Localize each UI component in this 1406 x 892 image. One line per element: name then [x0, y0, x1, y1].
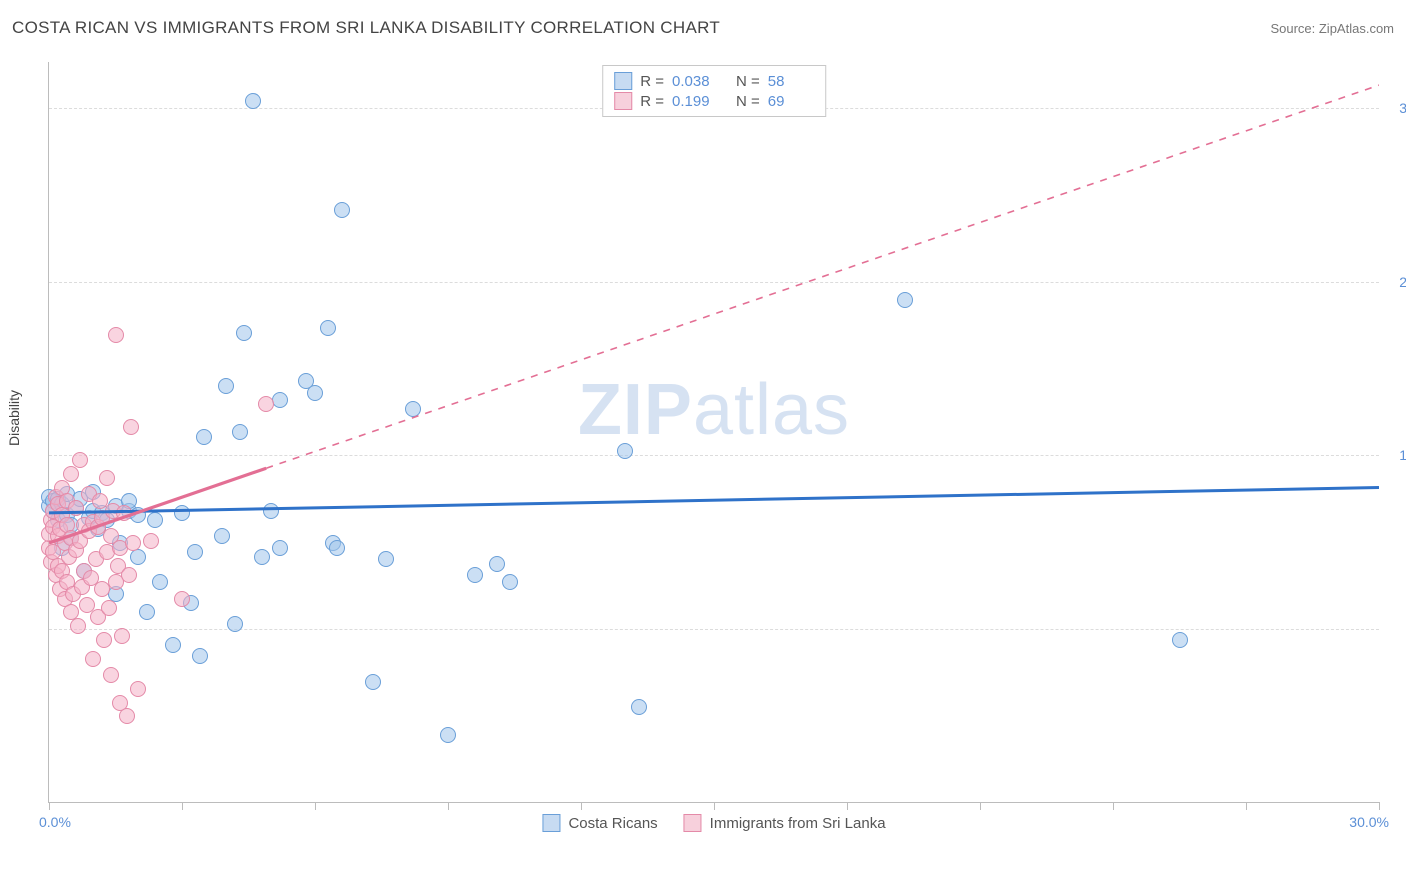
data-point	[236, 325, 252, 341]
x-tick	[714, 802, 715, 810]
data-point	[152, 574, 168, 590]
data-point	[119, 708, 135, 724]
legend-stat-row: R =0.038N =58	[614, 71, 814, 91]
legend-series: Costa Ricans Immigrants from Sri Lanka	[542, 814, 885, 832]
watermark: ZIPatlas	[578, 369, 850, 451]
data-point	[254, 549, 270, 565]
legend-stat-row: R =0.199N =69	[614, 91, 814, 111]
x-tick	[1246, 802, 1247, 810]
data-point	[103, 667, 119, 683]
data-point	[467, 567, 483, 583]
data-point	[334, 202, 350, 218]
x-tick	[847, 802, 848, 810]
data-point	[68, 500, 84, 516]
x-tick	[581, 802, 582, 810]
data-point	[130, 681, 146, 697]
data-point	[123, 419, 139, 435]
data-point	[143, 533, 159, 549]
data-point	[232, 424, 248, 440]
data-point	[218, 378, 234, 394]
data-point	[1172, 632, 1188, 648]
data-point	[502, 574, 518, 590]
data-point	[272, 540, 288, 556]
x-tick	[448, 802, 449, 810]
data-point	[108, 327, 124, 343]
data-point	[329, 540, 345, 556]
data-point	[245, 93, 261, 109]
data-point	[130, 549, 146, 565]
data-point	[440, 727, 456, 743]
x-tick	[1113, 802, 1114, 810]
data-point	[227, 616, 243, 632]
data-point	[196, 429, 212, 445]
gridline	[49, 629, 1379, 630]
x-tick	[182, 802, 183, 810]
plot-area: ZIPatlas R =0.038N =58R =0.199N =69 0.0%…	[48, 62, 1379, 803]
data-point	[365, 674, 381, 690]
gridline	[49, 455, 1379, 456]
data-point	[114, 628, 130, 644]
data-point	[70, 618, 86, 634]
data-point	[101, 600, 117, 616]
data-point	[139, 604, 155, 620]
x-tick	[49, 802, 50, 810]
data-point	[130, 507, 146, 523]
data-point	[263, 503, 279, 519]
data-point	[165, 637, 181, 653]
legend-series-item: Costa Ricans	[542, 814, 657, 832]
data-point	[489, 556, 505, 572]
x-axis-min-label: 0.0%	[39, 814, 71, 830]
x-tick	[1379, 802, 1380, 810]
data-point	[99, 470, 115, 486]
data-point	[72, 452, 88, 468]
data-point	[96, 632, 112, 648]
y-tick-label: 7.5%	[1384, 621, 1406, 637]
x-tick	[315, 802, 316, 810]
data-point	[121, 567, 137, 583]
data-point	[378, 551, 394, 567]
data-point	[320, 320, 336, 336]
data-point	[617, 443, 633, 459]
data-point	[125, 535, 141, 551]
x-axis-max-label: 30.0%	[1349, 814, 1389, 830]
y-tick-label: 22.5%	[1384, 274, 1406, 290]
data-point	[85, 651, 101, 667]
data-point	[187, 544, 203, 560]
x-tick	[980, 802, 981, 810]
data-point	[174, 505, 190, 521]
legend-series-item: Immigrants from Sri Lanka	[684, 814, 886, 832]
trend-lines	[49, 62, 1379, 802]
chart-title: COSTA RICAN VS IMMIGRANTS FROM SRI LANKA…	[12, 18, 720, 38]
data-point	[116, 505, 132, 521]
source-text: Source: ZipAtlas.com	[1270, 21, 1394, 36]
data-point	[405, 401, 421, 417]
y-axis-title: Disability	[6, 390, 22, 446]
data-point	[307, 385, 323, 401]
data-point	[192, 648, 208, 664]
y-tick-label: 30.0%	[1384, 100, 1406, 116]
data-point	[147, 512, 163, 528]
data-point	[897, 292, 913, 308]
data-point	[214, 528, 230, 544]
gridline	[49, 282, 1379, 283]
data-point	[258, 396, 274, 412]
data-point	[174, 591, 190, 607]
data-point	[63, 466, 79, 482]
data-point	[631, 699, 647, 715]
legend-stats: R =0.038N =58R =0.199N =69	[602, 65, 826, 117]
y-tick-label: 15.0%	[1384, 447, 1406, 463]
